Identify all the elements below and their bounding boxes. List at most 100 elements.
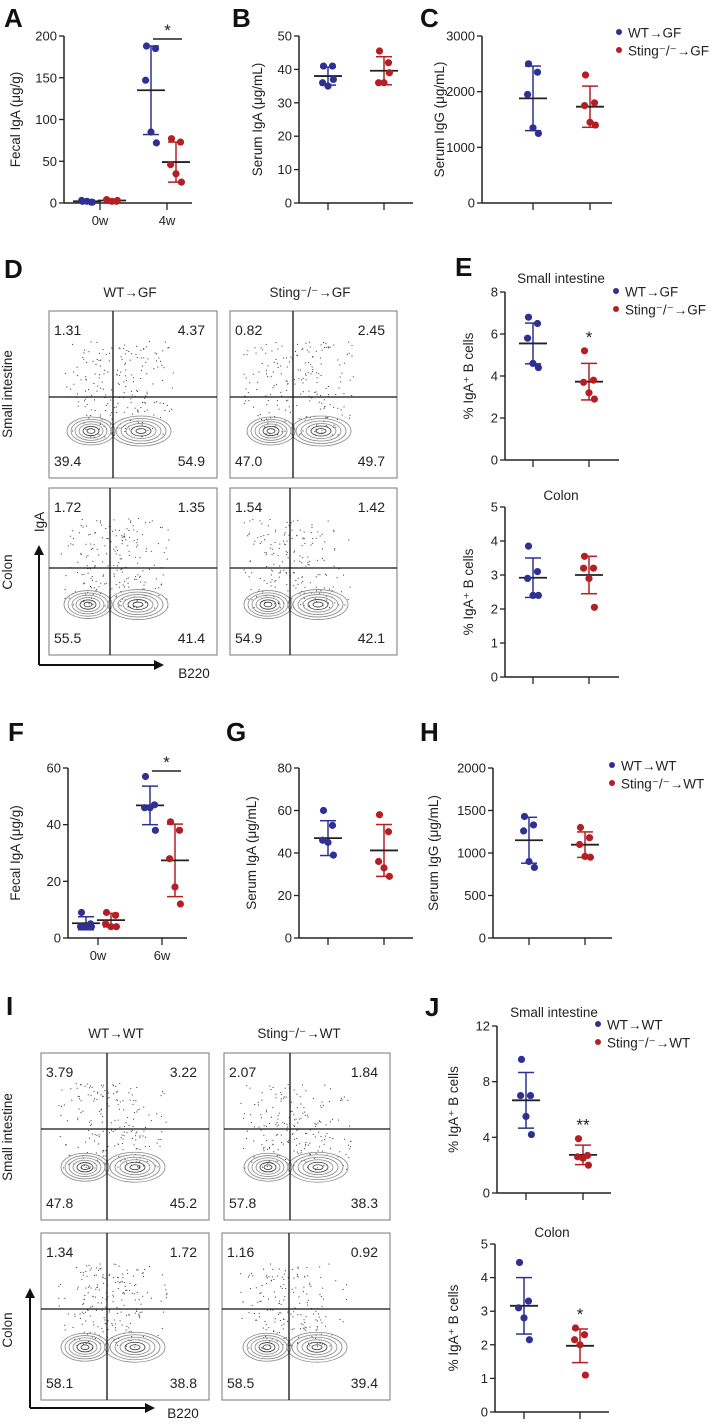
event-dot [89, 1331, 91, 1333]
event-dot [273, 552, 275, 554]
group-wt [512, 1055, 540, 1139]
event-dot [273, 1151, 275, 1153]
event-dot [267, 400, 269, 402]
event-dot [250, 1288, 252, 1290]
event-dot [323, 399, 325, 401]
row-label: Colon [0, 554, 15, 589]
event-dot [160, 417, 162, 419]
event-dot [119, 554, 121, 556]
event-dot [309, 400, 311, 402]
event-dot [285, 400, 287, 402]
y-tick-label: 40 [47, 817, 61, 832]
event-dot [319, 592, 321, 594]
contour-line [129, 1344, 141, 1351]
legend-marker-sting [609, 780, 615, 786]
event-dot [130, 398, 132, 400]
event-dot [114, 529, 116, 531]
event-dot [83, 601, 85, 603]
event-dot [113, 1319, 115, 1321]
event-dot [60, 553, 62, 555]
event-dot [113, 1093, 115, 1095]
event-dot [166, 1294, 168, 1296]
event-dot [266, 1125, 268, 1127]
event-dot [295, 587, 297, 589]
event-dot [281, 1287, 283, 1289]
contour-line [295, 418, 347, 444]
event-dot [160, 526, 162, 528]
y-tick-label: 30 [278, 95, 292, 110]
plot-frame [48, 487, 218, 656]
event-dot [127, 1117, 129, 1119]
data-point [520, 827, 528, 835]
event-dot [77, 561, 79, 563]
arrowhead-icon [25, 1288, 35, 1298]
event-dot [279, 572, 281, 574]
event-dot [102, 1331, 104, 1333]
event-dot [297, 369, 299, 371]
panel-letter: B [232, 3, 251, 33]
event-dot [127, 545, 129, 547]
event-dot [135, 1139, 137, 1141]
event-dot [77, 1146, 79, 1148]
event-dot [278, 576, 280, 578]
y-axis-label: % IgA⁺ B cells [461, 548, 476, 635]
event-dot [270, 376, 272, 378]
contour-line [119, 1159, 151, 1176]
event-dot [102, 1116, 104, 1118]
y-tick-label: 20 [278, 888, 292, 903]
event-dot [87, 555, 89, 557]
event-dot [85, 543, 87, 545]
y-tick-label: 4 [483, 1130, 490, 1145]
event-dot [251, 1305, 253, 1307]
event-dot [86, 565, 88, 567]
event-dot [285, 571, 287, 573]
event-dot [271, 548, 273, 550]
event-dot [316, 1326, 318, 1328]
event-dot [85, 594, 87, 596]
event-dot [124, 430, 126, 432]
event-dot [116, 1090, 118, 1092]
event-dot [265, 1111, 267, 1113]
event-dot [325, 1124, 327, 1126]
y-tick-label: 60 [278, 803, 292, 818]
event-dot [257, 1301, 259, 1303]
event-dot [258, 371, 260, 373]
data-point [328, 821, 337, 829]
event-dot [288, 1087, 290, 1089]
event-dot [334, 549, 336, 551]
event-dot [277, 555, 279, 557]
event-dot [149, 521, 151, 523]
event-dot [135, 1135, 137, 1137]
event-dot [270, 1089, 272, 1091]
event-dot [128, 1314, 130, 1316]
event-dot [158, 587, 160, 589]
event-dot [85, 1320, 87, 1322]
data-point [524, 542, 533, 550]
event-dot [104, 1278, 106, 1280]
event-dot [98, 554, 100, 556]
data-point [524, 313, 533, 321]
event-dot [142, 588, 144, 590]
event-dot [100, 520, 102, 522]
event-dot [123, 392, 125, 394]
panel-letter: F [8, 717, 24, 747]
event-dot [316, 424, 318, 426]
event-dot [299, 593, 301, 595]
event-dot [98, 434, 100, 436]
y-axis-label: Serum IgG (μg/mL) [426, 795, 441, 911]
event-dot [118, 1338, 120, 1340]
event-dot [349, 586, 351, 588]
event-dot [240, 1102, 242, 1104]
event-dot [82, 526, 84, 528]
event-dot [304, 373, 306, 375]
event-dot [270, 581, 272, 583]
event-dot [80, 1112, 82, 1114]
event-dot [133, 381, 135, 383]
event-dot [119, 1320, 121, 1322]
x-tick-label: 0w [90, 948, 107, 963]
legend-marker-wt [609, 762, 615, 768]
event-dot [96, 1286, 98, 1288]
event-dot [104, 1162, 106, 1164]
event-dot [249, 1087, 251, 1089]
